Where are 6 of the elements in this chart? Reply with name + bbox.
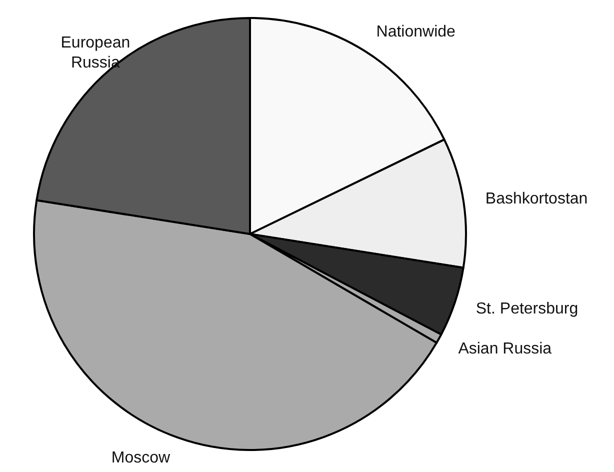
slice-label: Bashkortostan [485, 190, 588, 208]
slice-label: St. Petersburg [476, 300, 578, 318]
slice-label: Nationwide [376, 24, 456, 41]
slice-label: Asian Russia [458, 340, 552, 358]
slice-label: European Russia [60, 34, 130, 72]
slice-label: Moscow [111, 450, 171, 467]
